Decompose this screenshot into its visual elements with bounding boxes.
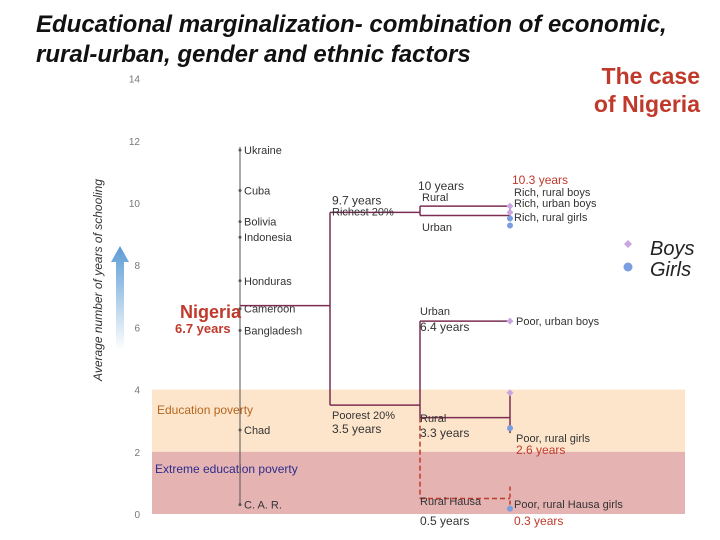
country-point-bangladesh xyxy=(238,329,242,333)
gender-poor-rural-girls-value: 2.6 years xyxy=(516,443,565,457)
y-tick-4: 4 xyxy=(134,386,140,397)
marker-poor-rural-girls xyxy=(507,425,513,432)
subtitle-line-2: of Nigeria xyxy=(593,91,700,117)
country-point-c-a-r xyxy=(238,503,242,507)
up-arrow-icon xyxy=(111,246,129,350)
gender-poor-rural-girls-label: Poor, rural girls xyxy=(516,433,590,445)
legend-boys-icon xyxy=(624,240,632,248)
y-tick-2: 2 xyxy=(134,448,140,459)
marker-rich-urban-boys xyxy=(506,208,514,216)
location-poor-urban-label: Urban xyxy=(420,306,450,318)
country-label-indonesia: Indonesia xyxy=(244,232,293,244)
marker-poor-urban-boys xyxy=(506,317,514,325)
gender-rich-rural-girls-label: Rich, rural girls xyxy=(514,212,588,224)
location-poor-rural-label: Rural xyxy=(420,413,446,425)
country-point-bolivia xyxy=(238,220,242,224)
location-rural-hausa-label: Rural Hausa xyxy=(420,496,482,508)
y-tick-8: 8 xyxy=(134,261,140,272)
band-label-extreme-education-poverty: Extreme education poverty xyxy=(155,462,298,476)
y-axis-label: Average number of years of schooling xyxy=(91,179,105,382)
location-poor-rural-value: 3.3 years xyxy=(420,426,469,440)
legend-girls-icon xyxy=(623,262,633,272)
wealth-richest-label: Richest 20% xyxy=(332,206,394,218)
location-poor-urban-value: 6.4 years xyxy=(420,320,469,334)
country-label-bolivia: Bolivia xyxy=(244,217,277,229)
location-rich-rural-value: 10 years xyxy=(418,179,464,193)
gender-rich-urban-boys-label: Rich, urban boys xyxy=(514,198,597,210)
marker-rich-rural-girls xyxy=(507,215,513,222)
y-tick-14: 14 xyxy=(129,75,141,86)
gender-poor-urban-boys-label: Poor, urban boys xyxy=(516,316,600,328)
chart-subtitle: The case of Nigeria xyxy=(594,62,700,118)
gender-poor-rural-hausa-girls-label: Poor, rural Hausa girls xyxy=(514,499,623,511)
wealth-poorest-label: Poorest 20% xyxy=(332,410,395,422)
country-label-c-a-r: C. A. R. xyxy=(244,500,282,512)
country-label-chad: Chad xyxy=(244,425,270,437)
y-tick-0: 0 xyxy=(134,510,140,521)
country-point-chad xyxy=(238,428,242,432)
location-rich-urban-label: Urban xyxy=(422,222,452,234)
legend-boys-label: Boys xyxy=(650,238,694,260)
location-rich-rural-label: Rural xyxy=(422,192,448,204)
band-education-poverty xyxy=(152,389,685,452)
country-point-cameroon xyxy=(238,307,242,311)
country-label-cameroon: Cameroon xyxy=(244,304,295,316)
country-point-cuba xyxy=(238,189,242,193)
y-tick-12: 12 xyxy=(129,137,141,148)
location-rural-hausa-value: 0.5 years xyxy=(420,514,469,528)
chart-title: Educational marginalization- combination… xyxy=(36,10,716,70)
marker-rich-girls-2 xyxy=(507,222,513,229)
legend-girls-label: Girls xyxy=(650,259,691,281)
country-label-bangladesh: Bangladesh xyxy=(244,326,302,338)
country-label-honduras: Honduras xyxy=(244,276,292,288)
marker-poor-rural-boys xyxy=(506,389,514,397)
y-tick-6: 6 xyxy=(134,323,140,334)
wealth-poorest-value: 3.5 years xyxy=(332,422,381,436)
title-line-2: rural-urban, gender and ethnic factors xyxy=(36,41,471,68)
country-label-ukraine: Ukraine xyxy=(244,145,282,157)
y-tick-10: 10 xyxy=(129,199,141,210)
nigeria-label: Nigeria xyxy=(180,302,242,322)
country-label-cuba: Cuba xyxy=(244,186,271,198)
nigeria-value-label: 6.7 years xyxy=(175,321,231,336)
country-point-honduras xyxy=(238,279,242,283)
marker-poor-rural-hausa-girls xyxy=(507,505,513,512)
wealth-richest-value: 9.7 years xyxy=(332,193,381,207)
gender-rich-rural-boys-label: Rich, rural boys xyxy=(514,187,591,199)
subtitle-line-1: The case xyxy=(601,63,700,89)
country-point-ukraine xyxy=(238,148,242,152)
country-point-indonesia xyxy=(238,235,242,239)
gender-rich-rural-boys-value: 10.3 years xyxy=(512,173,568,187)
gender-poor-rural-hausa-girls-value: 0.3 years xyxy=(514,514,563,528)
title-line-1: Educational marginalization- combination… xyxy=(36,11,667,38)
band-label-education-poverty: Education poverty xyxy=(157,403,253,417)
marker-rich-rural-boys xyxy=(506,202,514,210)
